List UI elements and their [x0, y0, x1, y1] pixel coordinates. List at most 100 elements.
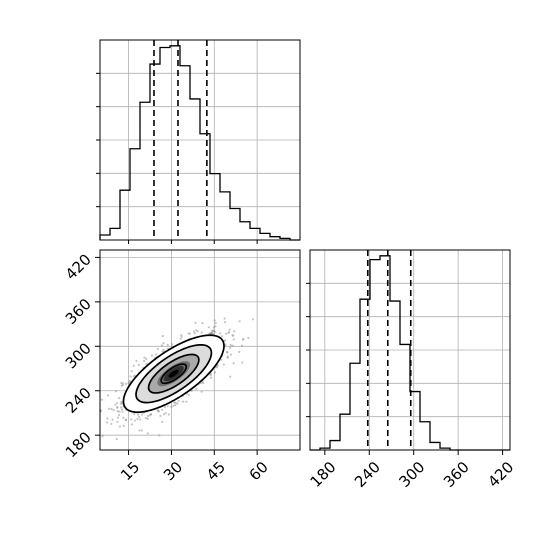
scatter-point [121, 382, 125, 385]
histogram-y-tick-label-1: 240 [351, 458, 384, 491]
contour-y-tick-label-1: 240 [62, 384, 95, 417]
scatter-point [150, 354, 154, 357]
scatter-point [124, 418, 127, 421]
scatter-point [229, 343, 232, 347]
scatter-point [120, 406, 123, 409]
scatter-point [143, 356, 146, 359]
scatter-point [223, 320, 227, 324]
scatter-point [145, 357, 148, 360]
scatter-point [211, 329, 214, 332]
scatter-point [212, 329, 216, 332]
scatter-point [133, 413, 136, 416]
scatter-point [214, 325, 217, 328]
scatter-point [214, 321, 217, 325]
scatter-point [154, 353, 158, 356]
scatter-point [145, 362, 148, 365]
contour-line-3 [160, 363, 188, 385]
scatter-point [209, 374, 212, 377]
scatter-point [242, 337, 245, 341]
scatter-point [196, 330, 199, 333]
scatter-point [106, 417, 109, 420]
scatter-point [130, 423, 134, 426]
histogram-x-frame [99, 39, 301, 241]
scatter-point [233, 330, 236, 333]
scatter-point [129, 375, 132, 378]
scatter-point [120, 400, 123, 404]
scatter-point [229, 346, 232, 349]
contour-lines [122, 334, 225, 414]
contour-x-tick-label-0: 15 [117, 458, 143, 484]
histogram-x-steps [99, 45, 300, 241]
scatter-point [130, 418, 133, 421]
scatter-point [232, 338, 235, 341]
scatter-point [171, 343, 174, 346]
scatter-point [232, 362, 235, 365]
scatter-point [231, 344, 234, 347]
scatter-point [117, 414, 121, 417]
scatter-point [210, 331, 213, 334]
scatter-point [114, 403, 117, 406]
scatter-point [247, 336, 250, 340]
histogram-y-axis: 180 240 300 360 420 [306, 282, 517, 491]
contour-y-tick-label-4: 420 [62, 251, 95, 284]
scatter-point [114, 390, 118, 393]
scatter-point [161, 350, 164, 353]
scatter-point [156, 347, 159, 351]
histogram-y-tick-label-4: 420 [484, 458, 517, 491]
scatter-point [220, 358, 223, 361]
scatter-point [225, 350, 229, 353]
histogram-y-tick-label-0: 180 [307, 458, 340, 491]
scatter-point [161, 334, 164, 338]
scatter-point [212, 326, 216, 329]
contour-y-tick-label-0: 180 [62, 428, 95, 461]
scatter-point [122, 416, 125, 419]
scatter-point [116, 410, 119, 413]
scatter-point [110, 422, 113, 426]
scatter-point [121, 383, 125, 386]
scatter-point [251, 318, 255, 321]
scatter-point [232, 334, 235, 337]
scatter-point [166, 343, 169, 346]
scatter-point [224, 339, 227, 342]
contour-line-1 [135, 343, 213, 404]
contour-y-axis: 180 240 300 360 420 [62, 251, 100, 461]
scatter-point [207, 326, 211, 329]
scatter-point [219, 332, 222, 335]
scatter-point [120, 381, 123, 385]
scatter-point [166, 405, 169, 408]
scatter-point [174, 404, 177, 407]
scatter-point [159, 414, 162, 418]
scatter-point [127, 381, 130, 385]
scatter-point [128, 379, 131, 383]
scatter-point [209, 332, 212, 335]
scatter-point [172, 404, 175, 407]
scatter-point [161, 420, 164, 424]
scatter-point [173, 401, 176, 404]
scatter-point [187, 332, 190, 335]
scatter-point [149, 412, 153, 416]
scatter-point [179, 337, 182, 340]
scatter-point [201, 322, 204, 325]
scatter-point [229, 353, 233, 356]
scatter-point [120, 384, 123, 387]
scatter-point [118, 396, 121, 400]
scatter-point [225, 332, 228, 335]
scatter-point [209, 372, 212, 375]
scatter-point [209, 332, 212, 335]
scatter-point [158, 434, 161, 437]
contour-panel: 15 30 45 60 180 240 300 360 420 [62, 249, 301, 484]
scatter-point [140, 429, 143, 432]
contour-x-tick-label-3: 60 [246, 458, 272, 484]
scatter-point [118, 425, 121, 428]
scatter-point [148, 414, 151, 417]
histogram-y-tick-label-3: 360 [440, 458, 473, 491]
scatter-point [229, 375, 232, 378]
scatter-point [146, 432, 149, 435]
histogram-x-quantile-lines [153, 40, 208, 240]
contour-x-tick-label-2: 45 [203, 458, 229, 484]
scatter-point [112, 408, 115, 412]
scatter-point [208, 332, 211, 335]
scatter-point [195, 387, 198, 391]
scatter-point [240, 344, 244, 347]
